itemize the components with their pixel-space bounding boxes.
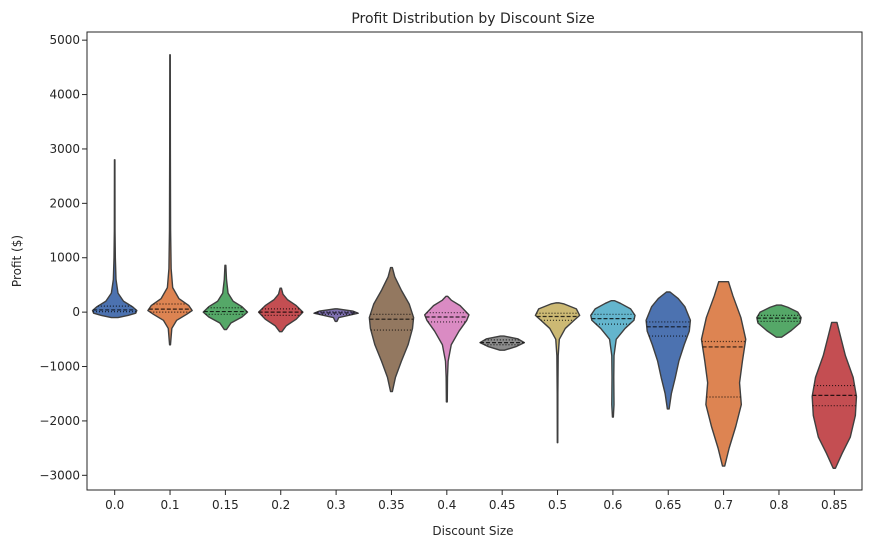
violin-0.45 — [479, 335, 526, 351]
violin-0.15 — [202, 264, 249, 331]
violin-0.0 — [91, 159, 138, 319]
y-tick-label: 3000 — [49, 142, 80, 156]
x-tick-label: 0.5 — [548, 498, 567, 512]
violin-body — [534, 302, 581, 444]
violin-0.3 — [313, 308, 359, 323]
x-axis-title: Discount Size — [432, 524, 513, 538]
violin-0.2 — [257, 287, 304, 333]
violin-0.85 — [811, 321, 858, 469]
y-tick-label: 1000 — [49, 251, 80, 265]
violin-0.65 — [645, 291, 692, 410]
y-tick-label: −3000 — [39, 468, 80, 482]
violin-body — [700, 280, 747, 467]
x-tick-label: 0.45 — [489, 498, 516, 512]
violin-body — [202, 264, 249, 331]
y-axis: −3000 −2000 −1000 0 1000 2000 3000 4000 5000 — [39, 33, 87, 482]
violin-body — [590, 300, 636, 418]
violin-0.8 — [756, 304, 802, 338]
x-tick-label: 0.6 — [603, 498, 622, 512]
x-tick-label: 0.2 — [271, 498, 290, 512]
y-tick-label: −1000 — [39, 360, 80, 374]
x-tick-label: 0.0 — [105, 498, 124, 512]
violin-0.5 — [534, 302, 581, 444]
violin-body — [645, 291, 692, 410]
violin-0.1 — [147, 54, 193, 346]
x-tick-label: 0.35 — [378, 498, 405, 512]
y-tick-label: 2000 — [49, 196, 80, 210]
violin-0.35 — [368, 266, 415, 393]
violin-0.6 — [590, 300, 636, 418]
y-tick-label: 0 — [72, 305, 80, 319]
plot-frame — [86, 31, 863, 491]
x-tick-label: 0.8 — [769, 498, 788, 512]
violins — [91, 54, 858, 469]
x-tick-label: 0.65 — [655, 498, 682, 512]
x-tick-label: 0.15 — [212, 498, 239, 512]
x-tick-label: 0.85 — [821, 498, 848, 512]
violin-body — [91, 159, 138, 319]
x-tick-label: 0.7 — [714, 498, 733, 512]
x-axis: 0.0 0.1 0.15 0.2 0.3 0.35 0.4 0.45 0.5 0.6 0.65 0.7… — [105, 490, 848, 512]
violin-body — [147, 54, 193, 346]
y-axis-title: Profit ($) — [10, 235, 24, 287]
y-tick-label: 5000 — [49, 33, 80, 47]
x-tick-label: 0.3 — [327, 498, 346, 512]
violin-0.4 — [423, 295, 470, 403]
y-tick-label: 4000 — [49, 88, 80, 102]
violin-body — [313, 308, 359, 323]
chart-title: Profit Distribution by Discount Size — [351, 11, 594, 27]
violin-body — [368, 266, 415, 393]
violin-body — [257, 287, 304, 333]
x-tick-label: 0.4 — [437, 498, 456, 512]
violin-0.7 — [700, 280, 747, 467]
violin-body — [423, 295, 470, 403]
x-tick-label: 0.1 — [160, 498, 179, 512]
y-tick-label: −2000 — [39, 414, 80, 428]
